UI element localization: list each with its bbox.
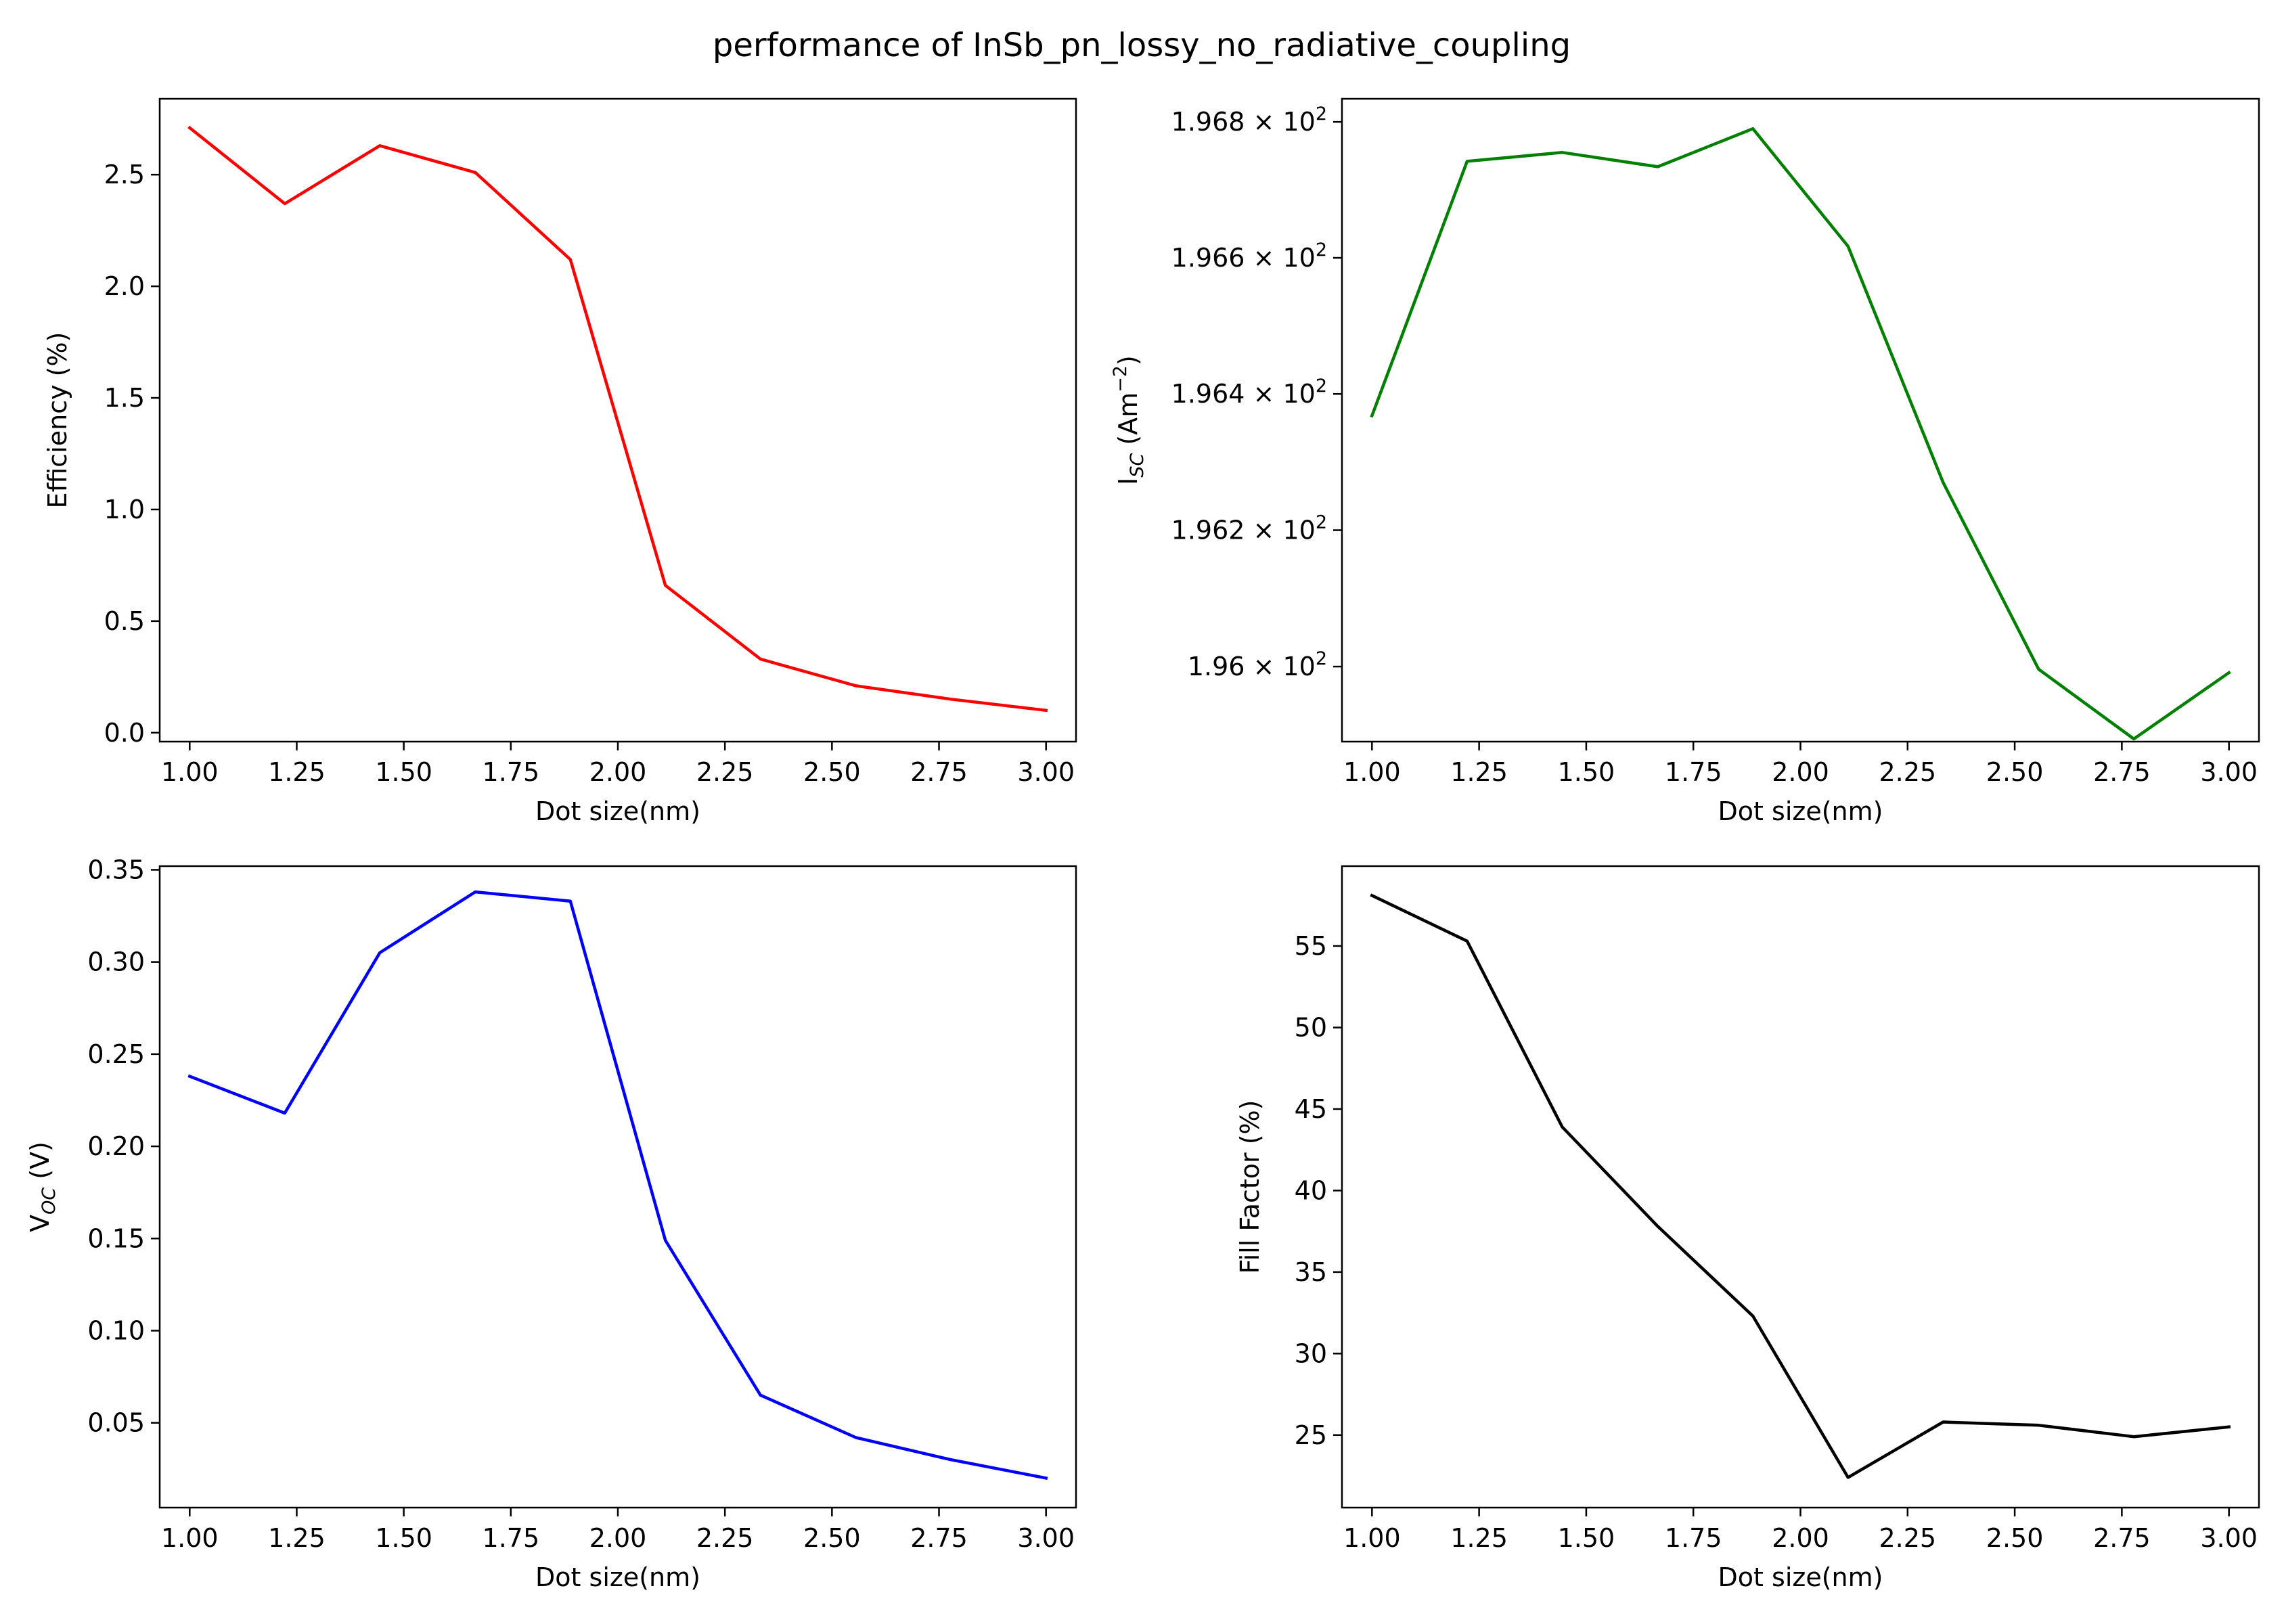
efficiency-x-tick-label: 2.50 — [803, 757, 861, 787]
fill-factor-x-tick-label: 1.75 — [1665, 1523, 1722, 1553]
voc-y-tick-label: 0.25 — [87, 1039, 145, 1069]
fill-factor-y-tick-label: 35 — [1295, 1257, 1327, 1287]
voc-y-tick-label: 0.10 — [87, 1315, 145, 1345]
fill-factor-subplot: 1.00 1.25 1.50 1.75 2.00 2.25 2.50 2.75 3.00 25 30… — [1235, 865, 2260, 1592]
voc-y-tick-label: 0.30 — [87, 947, 145, 977]
isc-y-tick-label: 1.964 × 102 — [1171, 376, 1327, 409]
efficiency-y-tick-label: 2.5 — [104, 160, 145, 189]
efficiency-subplot: 1.00 1.25 1.50 1.75 2.00 2.25 2.50 2.75 3.00 0.0 0… — [43, 97, 1077, 826]
efficiency-y-axis-label: Efficiency (%) — [43, 332, 72, 509]
fill-factor-x-axis-label: Dot size(nm) — [1718, 1562, 1883, 1592]
voc-x-tick-label: 2.25 — [696, 1523, 754, 1553]
efficiency-x-tick-label: 1.00 — [161, 757, 219, 787]
isc-x-tick-label: 1.50 — [1558, 757, 1615, 787]
voc-y-tick-label: 0.15 — [87, 1223, 145, 1253]
fill-factor-x-tick-label: 3.00 — [2200, 1523, 2258, 1553]
isc-x-tick-label: 2.00 — [1772, 757, 1829, 787]
voc-x-tick-label: 2.00 — [589, 1523, 647, 1553]
fill-factor-x-tick-label: 1.50 — [1558, 1523, 1615, 1553]
fill-factor-x-tick-label: 2.75 — [2093, 1523, 2151, 1553]
efficiency-x-tick-label: 1.50 — [375, 757, 432, 787]
efficiency-y-tick-label: 2.0 — [104, 271, 145, 301]
isc-y-tick-label: 1.962 × 102 — [1171, 512, 1327, 545]
isc-y-axis-label: ISC (Am−2) — [1110, 355, 1148, 485]
fill-factor-y-tick-label: 25 — [1295, 1420, 1327, 1450]
fill-factor-x-tick-label: 2.25 — [1879, 1523, 1936, 1553]
fill-factor-y-tick-label: 30 — [1295, 1338, 1327, 1368]
isc-y-tick-label: 1.966 × 102 — [1171, 240, 1327, 273]
voc-x-tick-label: 1.25 — [268, 1523, 326, 1553]
voc-x-axis-label: Dot size(nm) — [535, 1562, 700, 1592]
isc-x-axis-label: Dot size(nm) — [1718, 796, 1883, 826]
fill-factor-x-tick-label: 1.25 — [1450, 1523, 1508, 1553]
efficiency-y-tick-label: 0.0 — [104, 718, 145, 748]
efficiency-series-line — [187, 125, 1048, 713]
figure-title: performance of InSb_pn_lossy_no_radiativ… — [713, 26, 1571, 64]
isc-x-tick-label: 2.50 — [1986, 757, 2044, 787]
efficiency-x-tick-label: 2.25 — [696, 757, 754, 787]
voc-x-tick-label: 1.50 — [375, 1523, 432, 1553]
isc-series-line — [1370, 127, 2231, 741]
efficiency-y-tick-label: 1.0 — [104, 495, 145, 524]
voc-x-tick-label: 1.75 — [483, 1523, 540, 1553]
efficiency-y-tick-label: 1.5 — [104, 383, 145, 413]
efficiency-y-tick-label: 0.5 — [104, 606, 145, 636]
efficiency-x-tick-label: 1.75 — [483, 757, 540, 787]
voc-x-tick-label: 1.00 — [161, 1523, 219, 1553]
fill-factor-x-tick-label: 1.00 — [1343, 1523, 1401, 1553]
short-circuit-current-subplot: 1.00 1.25 1.50 1.75 2.00 2.25 2.50 2.75 3.00 1.96… — [1110, 97, 2260, 826]
fill-factor-series-line — [1370, 893, 2231, 1479]
efficiency-x-tick-label: 2.00 — [589, 757, 647, 787]
fill-factor-y-tick-label: 55 — [1295, 931, 1327, 961]
isc-x-tick-label: 2.25 — [1879, 757, 1936, 787]
efficiency-x-tick-label: 2.75 — [910, 757, 968, 787]
isc-x-tick-label: 1.75 — [1665, 757, 1722, 787]
voc-y-axis-label: VOC (V) — [25, 1142, 60, 1232]
isc-x-tick-label: 1.25 — [1450, 757, 1508, 787]
voc-x-tick-label: 3.00 — [1017, 1523, 1075, 1553]
efficiency-x-tick-label: 1.25 — [268, 757, 326, 787]
voc-x-tick-label: 2.75 — [910, 1523, 968, 1553]
efficiency-x-axis-label: Dot size(nm) — [535, 796, 700, 826]
isc-x-tick-label: 1.00 — [1343, 757, 1401, 787]
isc-x-tick-label: 3.00 — [2200, 757, 2258, 787]
voc-x-tick-label: 2.50 — [803, 1523, 861, 1553]
fill-factor-x-tick-label: 2.00 — [1772, 1523, 1829, 1553]
voc-y-tick-label: 0.35 — [87, 855, 145, 884]
fill-factor-x-tick-label: 2.50 — [1986, 1523, 2044, 1553]
open-circuit-voltage-subplot: 1.00 1.25 1.50 1.75 2.00 2.25 2.50 2.75 3.00 0.05… — [25, 855, 1077, 1592]
fill-factor-y-tick-label: 45 — [1295, 1094, 1327, 1124]
voc-y-tick-label: 0.05 — [87, 1408, 145, 1438]
fill-factor-y-tick-label: 40 — [1295, 1175, 1327, 1205]
isc-y-tick-label: 1.96 × 102 — [1188, 648, 1327, 681]
voc-y-tick-label: 0.20 — [87, 1131, 145, 1161]
efficiency-x-tick-label: 3.00 — [1017, 757, 1075, 787]
voc-series-line — [187, 890, 1048, 1481]
isc-y-tick-label: 1.968 × 102 — [1171, 104, 1327, 137]
fill-factor-y-tick-label: 50 — [1295, 1013, 1327, 1043]
isc-x-tick-label: 2.75 — [2093, 757, 2151, 787]
fill-factor-y-axis-label: Fill Factor (%) — [1235, 1100, 1265, 1273]
